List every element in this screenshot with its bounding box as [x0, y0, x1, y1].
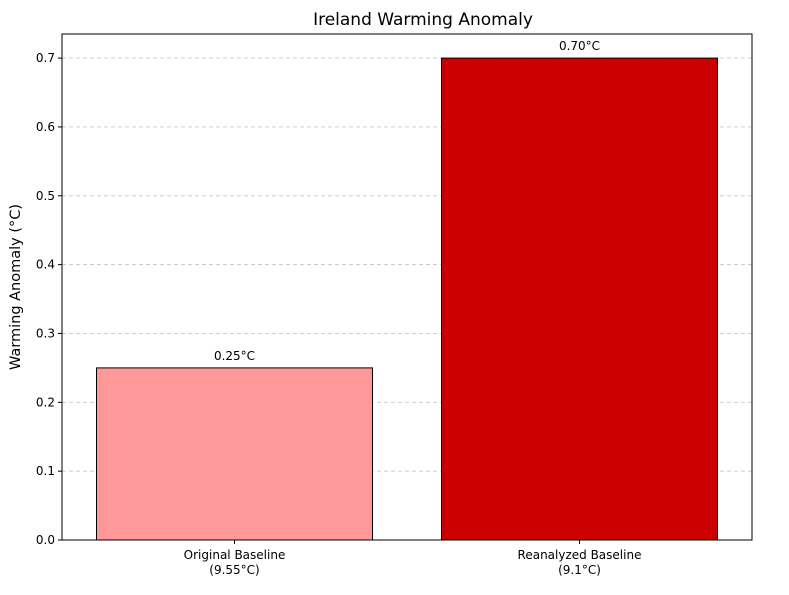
y-tick-label: 0.4 — [36, 258, 55, 272]
axes-frame — [61, 33, 753, 541]
bar-value-label: 0.70°C — [559, 39, 600, 53]
chart-title: Ireland Warming Anomaly — [313, 10, 533, 30]
x-axis-ticks: Original Baseline (9.55°C) Reanalyzed Base… — [184, 540, 642, 577]
y-tick-label: 0.2 — [36, 395, 55, 409]
y-axis-ticks: 0.0 0.1 0.2 0.3 0.4 0.5 0.6 0.7 — [36, 51, 62, 547]
bar-value-label: 0.25°C — [214, 349, 255, 363]
y-tick-label: 0.1 — [36, 464, 55, 478]
bar — [441, 57, 718, 541]
y-tick-label: 0.6 — [36, 120, 55, 134]
y-tick-label: 0.7 — [36, 51, 55, 65]
y-tick-label: 0.3 — [36, 326, 55, 340]
y-axis-label: Warming Anomaly (°C) — [8, 204, 24, 370]
x-tick-label: Reanalyzed Baseline (9.1°C) — [518, 548, 642, 577]
x-tick-label: Original Baseline (9.55°C) — [184, 548, 286, 577]
y-tick-label: 0.0 — [36, 533, 55, 547]
y-tick-label: 0.5 — [36, 189, 55, 203]
bar — [96, 367, 373, 541]
bars — [96, 57, 718, 541]
data-labels: 0.25°C 0.70°C — [214, 39, 600, 363]
